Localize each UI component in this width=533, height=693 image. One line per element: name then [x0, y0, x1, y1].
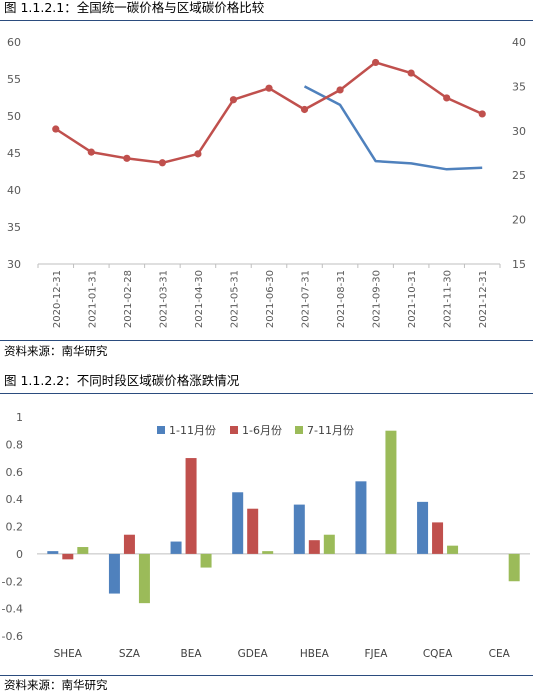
figure1-bottom-rule	[0, 340, 533, 341]
bar-sza-series-2	[123, 534, 135, 554]
legend-label-1: 1-11月份	[169, 424, 216, 437]
bar-shea-series-2	[62, 553, 74, 560]
bar-hbea-series-3	[323, 534, 335, 554]
x-tick-label: 2021-03-31	[158, 270, 169, 328]
x-tick-label: 2021-09-30	[372, 270, 383, 328]
bar-bea-series-2	[185, 458, 197, 554]
x-tick-label: 2021-08-31	[336, 270, 347, 328]
bar-sza-series-3	[138, 553, 150, 604]
x-tick-label: 2021-01-31	[87, 270, 98, 328]
y-left-tick-label: 35	[7, 221, 21, 234]
line-chart: 30 35 40 45 50 55 60 15 20 25 30 35 40 2020-12-31 2021…	[7, 36, 526, 328]
x-tick-label: 2021-04-30	[194, 270, 205, 328]
series-2-point	[443, 94, 451, 102]
bar-gdea-series-1	[232, 492, 244, 554]
x-tick-label: HBEA	[300, 648, 330, 660]
series-2-point	[336, 86, 344, 94]
series-2-point	[407, 69, 415, 77]
y-tick-label: 0.8	[6, 438, 24, 451]
legend-swatch-1	[157, 426, 165, 434]
series-2-point	[158, 159, 166, 167]
bar-fjea-series-3	[385, 430, 397, 554]
figure1-title: 图 1.1.2.1：全国统一碳价格与区域碳价格比较	[4, 0, 265, 15]
bar-sza-series-1	[108, 553, 120, 594]
bar-cea-series-3	[508, 553, 520, 582]
x-tick-label: CQEA	[423, 648, 453, 660]
x-tick-label: SZA	[119, 648, 141, 660]
y-left-tick-label: 40	[7, 184, 21, 197]
bar-gdea-series-2	[247, 508, 259, 554]
legend-swatch-2	[230, 426, 238, 434]
x-tick-label: 2021-05-31	[229, 270, 240, 328]
x-tick-label: 2021-06-30	[265, 270, 276, 328]
x-tick-label: CEA	[489, 648, 511, 660]
series-2-line	[55, 61, 483, 165]
y-right-tick-label: 30	[512, 125, 526, 138]
x-tick-label: 2021-11-30	[443, 270, 454, 328]
bar-bea-series-1	[170, 541, 182, 554]
figure1-source: 资料来源：南华研究	[4, 344, 108, 358]
figure1-top-rule	[0, 20, 533, 21]
figure2-source: 资料来源：南华研究	[4, 678, 108, 692]
bar-fjea-series-1	[355, 481, 367, 554]
y-tick-label: -0.6	[2, 630, 23, 643]
bar-shea-series-1	[47, 551, 59, 554]
x-tick-label: GDEA	[238, 648, 269, 660]
legend-swatch-3	[295, 426, 303, 434]
x-tick-label: 2021-12-31	[478, 270, 489, 328]
y-left-tick-label: 45	[7, 147, 21, 160]
series-2-point	[300, 105, 309, 114]
x-tick-label: 2020-12-31	[52, 270, 63, 328]
bar-gdea-series-3	[262, 551, 274, 554]
x-tick-label: 2021-10-31	[407, 270, 418, 328]
series-2-point	[52, 125, 60, 133]
figure2-top-rule	[0, 393, 533, 394]
y-tick-label: 0.6	[6, 466, 24, 479]
series-2-point	[478, 110, 486, 118]
series-2-point	[194, 150, 202, 158]
bar-chart: -0.6 -0.4 -0.2 0 0.2 0.4 0.6 0.8 1 SHEA SZA BEA GDEA…	[2, 411, 530, 660]
y-left-tick-label: 60	[7, 36, 21, 49]
series-2-point	[123, 154, 131, 162]
legend-label-3: 7-11月份	[307, 424, 354, 437]
bar-cqea-series-2	[432, 522, 444, 554]
y-right-tick-label: 35	[512, 80, 526, 93]
y-tick-label: -0.2	[2, 575, 23, 588]
y-tick-label: 0.4	[6, 493, 24, 506]
bar-cqea-series-3	[447, 545, 459, 554]
bar-cqea-series-1	[417, 501, 429, 554]
x-tick-label: SHEA	[54, 648, 83, 660]
legend-label-2: 1-6月份	[242, 424, 282, 437]
bar-shea-series-3	[77, 547, 89, 554]
series-2-point	[229, 96, 238, 104]
y-left-tick-label: 30	[7, 258, 21, 271]
figure2-bottom-rule	[0, 675, 533, 676]
x-tick-label: FJEA	[364, 648, 388, 660]
series-2-point	[372, 58, 380, 67]
series-2-point	[87, 148, 95, 156]
y-tick-label: 0.2	[6, 521, 24, 534]
bar-hbea-series-1	[293, 504, 305, 554]
y-left-tick-label: 50	[7, 110, 21, 123]
y-tick-label: 0	[16, 548, 23, 561]
x-tick-label: 2021-07-31	[301, 270, 312, 328]
figure2-title: 图 1.1.2.2：不同时段区域碳价格涨跌情况	[4, 373, 240, 388]
y-left-tick-label: 55	[7, 73, 21, 86]
y-right-tick-label: 15	[512, 258, 526, 271]
series-1-line	[303, 85, 483, 171]
bar-bea-series-3	[200, 553, 212, 568]
bar-hbea-series-2	[308, 540, 320, 554]
series-2-point	[265, 84, 273, 92]
y-right-tick-label: 40	[512, 36, 526, 49]
y-right-tick-label: 25	[512, 169, 526, 182]
y-right-tick-label: 20	[512, 214, 526, 227]
x-tick-label: 2021-02-28	[123, 270, 134, 328]
y-tick-label: 1	[16, 411, 23, 424]
y-tick-label: -0.4	[2, 603, 23, 616]
x-tick-label: BEA	[181, 648, 203, 660]
